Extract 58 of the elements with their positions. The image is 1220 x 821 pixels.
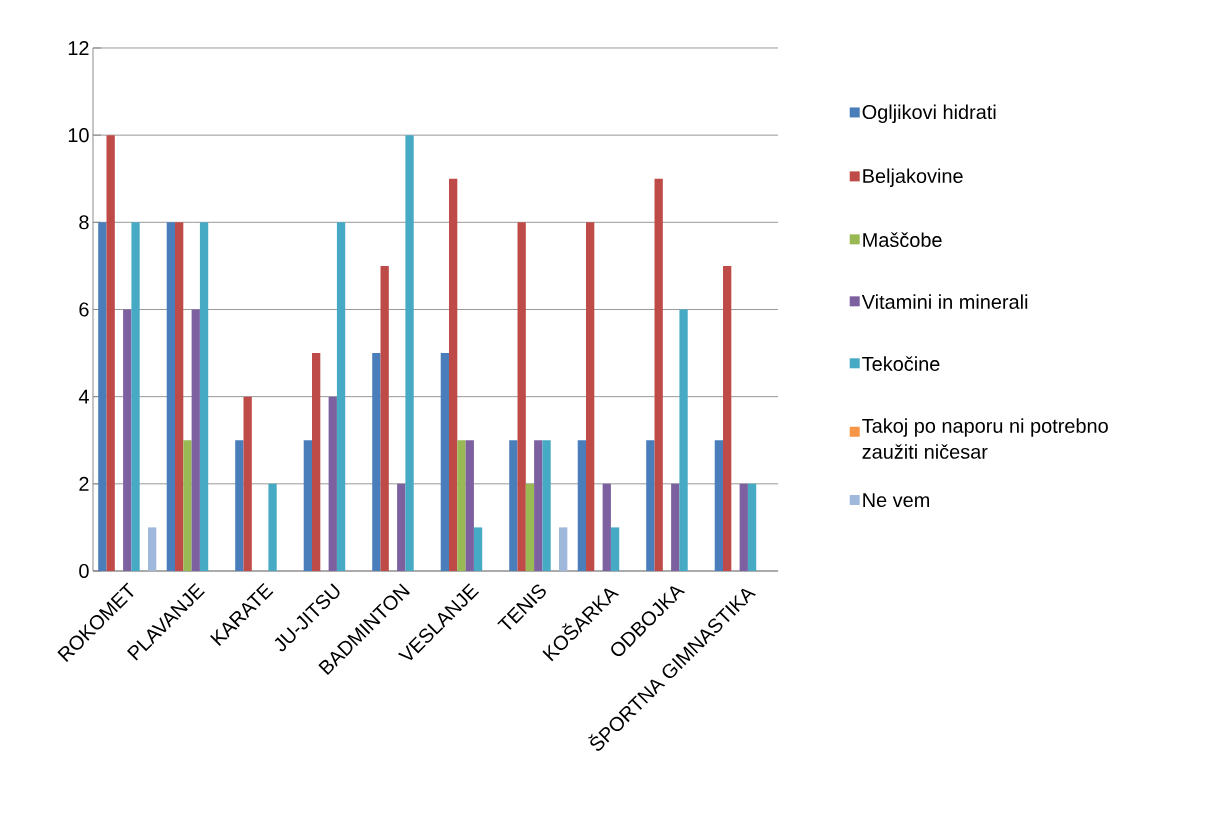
y-tick-label: 8 bbox=[79, 215, 89, 230]
bar bbox=[312, 353, 321, 571]
bar bbox=[534, 440, 543, 571]
y-tick-label: 6 bbox=[79, 302, 89, 317]
bar bbox=[268, 483, 277, 571]
bar bbox=[577, 440, 587, 571]
legend-label: Takoj po naporu ni potrebno zaužiti ničesar bbox=[862, 418, 1108, 459]
bar bbox=[679, 309, 688, 571]
bar bbox=[586, 222, 595, 571]
bar bbox=[465, 440, 474, 571]
y-tick-label: 0 bbox=[79, 563, 89, 579]
bar bbox=[723, 265, 732, 571]
bar bbox=[509, 440, 518, 571]
bar bbox=[449, 178, 458, 571]
bar bbox=[542, 440, 551, 571]
bar bbox=[199, 222, 209, 571]
bar bbox=[166, 222, 176, 571]
bar bbox=[106, 135, 115, 571]
bar bbox=[654, 178, 663, 571]
bar bbox=[183, 440, 192, 571]
bar bbox=[123, 309, 132, 571]
bar bbox=[405, 135, 414, 571]
bar bbox=[525, 483, 535, 571]
bar bbox=[610, 527, 620, 571]
bar bbox=[328, 396, 337, 571]
legend-label: Ne vem bbox=[863, 493, 930, 508]
bar bbox=[714, 440, 724, 571]
bar bbox=[473, 527, 483, 571]
bar bbox=[372, 353, 381, 571]
y-tick-label: 2 bbox=[79, 476, 89, 491]
y-tick-label: 10 bbox=[68, 128, 89, 143]
legend-label: Maščobe bbox=[863, 232, 942, 248]
bar bbox=[440, 353, 450, 571]
bar bbox=[397, 483, 406, 571]
legend-label: Vitamini in minerali bbox=[861, 294, 1028, 309]
y-tick-label: 12 bbox=[68, 41, 89, 55]
legend-label: Tekočine bbox=[862, 356, 940, 371]
bar bbox=[175, 222, 184, 571]
bar bbox=[646, 440, 655, 571]
bar bbox=[671, 483, 680, 571]
bar bbox=[303, 440, 313, 571]
y-tick-label: 4 bbox=[78, 389, 89, 404]
bar bbox=[98, 222, 107, 571]
bar bbox=[457, 440, 466, 571]
bar bbox=[739, 483, 748, 571]
bar bbox=[131, 222, 140, 571]
bar bbox=[559, 527, 568, 571]
legend-label: Ogljikovi hidrati bbox=[862, 104, 996, 124]
legend-label: Beljakovine bbox=[863, 168, 963, 187]
bar bbox=[336, 222, 346, 571]
bar bbox=[747, 483, 757, 571]
bar bbox=[517, 222, 526, 571]
bar bbox=[148, 527, 157, 571]
bar bbox=[235, 440, 244, 571]
bar bbox=[191, 309, 200, 571]
bar bbox=[243, 396, 252, 571]
bar bbox=[380, 265, 389, 571]
bar bbox=[602, 483, 611, 571]
